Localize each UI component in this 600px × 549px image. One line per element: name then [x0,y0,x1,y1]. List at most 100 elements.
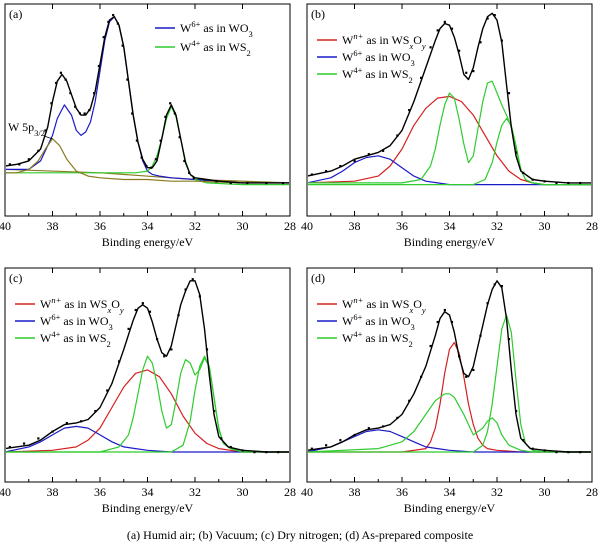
x-axis-label: Binding energy/eV [102,235,194,249]
data-point [50,102,53,105]
data-point [23,442,26,445]
data-point [465,71,468,74]
data-point [188,171,191,174]
data-point [8,445,11,449]
data-point [507,338,511,341]
legend-label: W6+ as in WO3 [342,48,415,68]
data-point [88,109,91,112]
component-line [6,369,289,453]
data-point [44,129,47,132]
data-point [102,36,105,39]
data-point [55,81,58,85]
data-point [37,149,40,152]
data-point [531,178,534,181]
series-group [308,12,591,186]
data-point [465,375,468,378]
data-point [265,181,268,185]
component-line [308,117,591,186]
data-point [579,181,582,185]
data-point [253,451,256,454]
data-point [555,451,558,454]
data-point [367,427,370,430]
data-point [229,181,232,185]
chart-panel-3: 40 38 36 34 32 30 28 Binding energy/eV (c) Wn+ as… [0,267,296,515]
data-point [94,409,97,413]
series-group [308,280,591,454]
x-tick-label: 38 [349,219,361,233]
data-point [65,421,68,425]
panel-label: (a) [9,7,22,21]
data-point [215,180,218,183]
x-axis-label: Binding energy/eV [102,501,194,515]
legend-label: Wn+ as in WSxOy [342,31,426,51]
series-group [6,278,289,454]
data-point [135,139,139,142]
data-point [543,449,546,452]
data-point [515,151,518,154]
data-point [159,139,162,142]
data-point [396,134,399,137]
data-point [107,20,110,24]
data-point [429,344,432,348]
data-point [567,451,570,454]
data-point [93,92,96,95]
data-point [83,112,86,115]
data-point [169,102,172,105]
panel-label: (b) [311,7,325,21]
data-point [420,76,423,79]
data-point [450,320,454,324]
panel-label: (c) [9,271,22,285]
component-line [6,106,289,186]
x-tick-label: 30 [237,485,249,499]
x-axis-label: Binding energy/eV [404,235,496,249]
x-tick-label: 40 [0,485,11,499]
data-point [486,302,489,305]
legend-label: W4+ as in WS2 [342,329,413,349]
data-point [177,314,180,317]
data-point [141,302,144,305]
data-point [479,41,482,44]
data-point [396,416,399,419]
legend-label: W6+ as in WO3 [180,19,253,39]
data-point [164,115,167,118]
data-point [78,112,82,115]
component-line [308,393,591,453]
data-point [27,158,30,161]
data-point [150,166,153,169]
data-point [436,320,439,324]
data-point [37,437,40,440]
data-point [74,105,77,108]
data-point [145,164,148,168]
x-tick-label: 32 [491,219,503,233]
data-point [241,449,244,452]
data-point [140,156,143,159]
x-tick-label: 28 [284,219,296,233]
data-point [191,278,194,281]
data-point [493,283,496,286]
data-point [18,163,21,166]
data-point [531,447,534,450]
data-point [408,399,411,402]
data-point [64,78,67,81]
data-point [436,29,439,32]
data-point [493,14,496,17]
x-tick-label: 36 [94,485,106,499]
data-point [246,181,249,185]
data-point [229,445,232,449]
legend-label: W4+ as in WS2 [342,65,413,85]
legend-label: W6+ as in WO3 [342,312,415,332]
data-point [8,163,11,166]
legend-label: Wn+ as in WSxOy [40,295,124,315]
data-point [507,92,511,95]
chart-panel-1: 40 38 36 34 32 30 28 Binding energy/eV (a) W6+ as… [0,3,296,249]
data-point [59,71,63,74]
data-point [450,27,454,30]
data-point [325,444,328,447]
legend-label: W6+ as in WO3 [40,312,113,332]
data-point [479,334,482,337]
data-point [126,78,129,81]
component-line [6,168,289,184]
data-point [281,181,285,185]
data-point [173,112,177,115]
annotation-label: W 5p3/2 [8,120,45,138]
